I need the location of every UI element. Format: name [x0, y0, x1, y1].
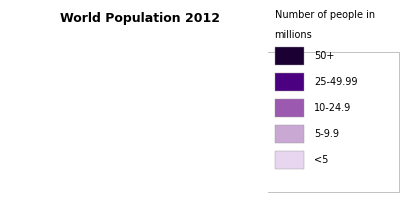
Bar: [275, 125, 304, 143]
Bar: [275, 99, 304, 117]
Text: <5: <5: [314, 155, 328, 165]
Text: millions: millions: [275, 30, 312, 40]
FancyBboxPatch shape: [267, 52, 399, 192]
Text: Number of people in: Number of people in: [275, 10, 375, 20]
Bar: [275, 47, 304, 65]
Text: 5-9.9: 5-9.9: [314, 129, 339, 139]
Bar: [275, 151, 304, 169]
Text: 10-24.9: 10-24.9: [314, 103, 352, 113]
Text: World Population 2012: World Population 2012: [60, 12, 220, 25]
Text: 25-49.99: 25-49.99: [314, 77, 358, 87]
Bar: [275, 73, 304, 91]
Text: 50+: 50+: [314, 51, 334, 61]
